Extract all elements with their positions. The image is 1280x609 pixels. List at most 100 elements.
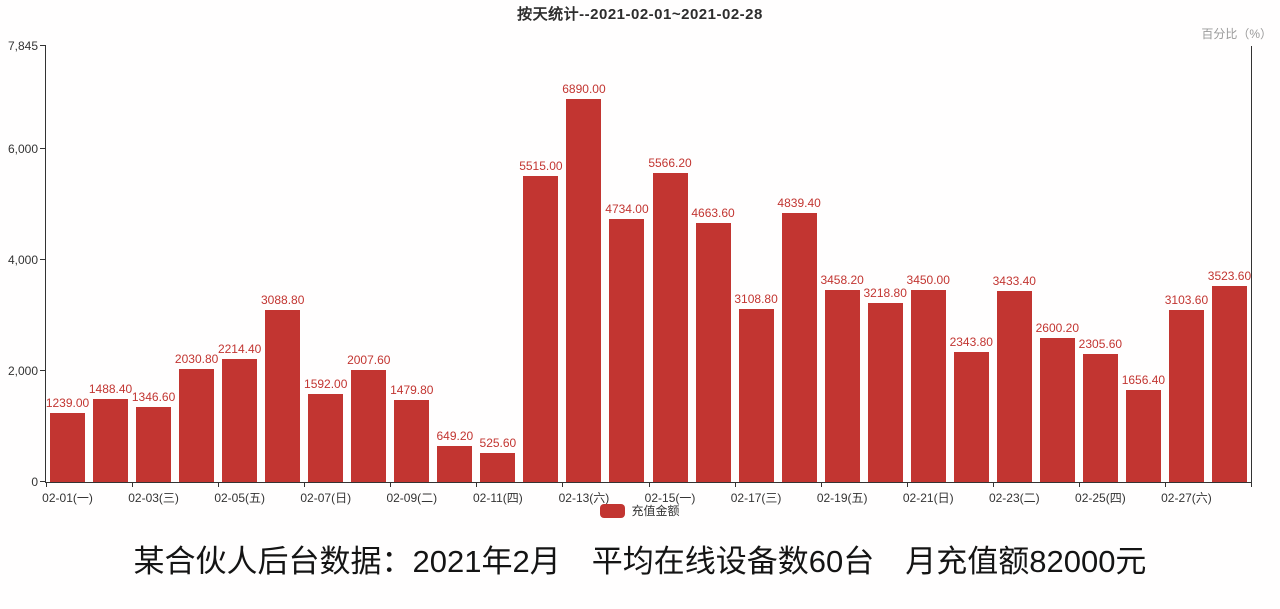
bar[interactable] — [480, 452, 516, 482]
x-axis-tick-mark — [390, 482, 392, 487]
x-axis-tick-mark — [476, 482, 478, 487]
bar[interactable] — [738, 309, 774, 482]
x-axis-tick-label: 02-27(六) — [1161, 491, 1212, 505]
x-axis-tick-label: 02-01(一) — [42, 491, 93, 505]
bar-value-label: 3103.60 — [1164, 292, 1209, 307]
bar[interactable] — [1082, 353, 1118, 482]
legend-item-label[interactable]: 充值金额 — [631, 504, 680, 518]
bar[interactable] — [609, 218, 645, 482]
x-axis-tick-mark — [132, 482, 134, 487]
y-axis-tick-mark — [40, 369, 46, 371]
x-axis-tick-label: 02-07(日) — [300, 491, 352, 505]
y-axis-tick-label: 0 — [31, 475, 38, 489]
bar-value-label: 2214.40 — [217, 341, 262, 356]
bar[interactable] — [308, 393, 344, 482]
chart-title: 按天统计--2021-02-01~2021-02-28 — [517, 6, 763, 23]
bar[interactable] — [50, 413, 86, 482]
bar[interactable] — [1168, 309, 1204, 482]
bar-value-label: 1239.00 — [45, 396, 90, 411]
x-axis-tick-mark — [992, 482, 994, 487]
legend-swatch-icon[interactable] — [600, 503, 626, 518]
bar[interactable] — [179, 369, 215, 482]
x-axis-tick-label: 02-05(五) — [214, 491, 265, 505]
x-axis-tick-label: 02-21(日) — [902, 491, 954, 505]
bar-value-label: 2007.60 — [347, 353, 391, 368]
bar[interactable] — [1039, 337, 1075, 482]
legend: 充值金额 — [0, 502, 1280, 519]
bar-value-label: 3458.20 — [820, 272, 864, 287]
x-axis-tick-mark — [218, 482, 220, 487]
bar-value-label: 1346.60 — [131, 390, 176, 405]
bar[interactable] — [265, 310, 301, 482]
bar-value-label: 3450.00 — [906, 273, 950, 288]
x-axis-tick-label: 02-17(三) — [730, 491, 782, 505]
y-axis-tick-label: 2,000 — [7, 363, 38, 378]
bar[interactable] — [222, 358, 258, 482]
right-axis-label: 百分比（%） — [1201, 27, 1272, 41]
y-axis-tick-label: 4,000 — [7, 252, 38, 267]
bar[interactable] — [910, 290, 946, 482]
x-axis-tick-label: 02-15(一) — [644, 491, 696, 505]
bar[interactable] — [523, 175, 559, 482]
bar-value-label: 5515.00 — [519, 158, 563, 173]
y-axis-tick-label: 6,000 — [7, 141, 38, 156]
bar-value-label: 2600.20 — [1035, 320, 1080, 335]
bar[interactable] — [867, 303, 903, 482]
bar-value-label: 3218.80 — [863, 286, 907, 301]
bar-value-label: 3108.80 — [734, 292, 778, 307]
bar-value-label: 2343.80 — [949, 334, 993, 349]
x-axis-tick-mark — [906, 482, 908, 487]
bar-value-label: 1479.80 — [390, 382, 434, 397]
bar[interactable] — [1125, 389, 1161, 482]
x-axis-tick-label: 02-19(五) — [816, 491, 868, 505]
bar[interactable] — [695, 222, 731, 482]
bar[interactable] — [351, 370, 387, 482]
x-axis-tick-label: 02-03(三) — [128, 491, 179, 505]
bar-value-label: 6890.00 — [562, 82, 606, 97]
plot-area: 0 2,000 4,000 6,000 7,845 1239.00 1488.40 1346… — [8, 40, 1252, 505]
x-axis-tick-label: 02-11(四) — [472, 491, 523, 505]
bar[interactable] — [652, 172, 688, 482]
bar[interactable] — [824, 289, 860, 482]
bar-value-label: 4663.60 — [691, 205, 735, 220]
bar-value-label: 525.60 — [479, 435, 517, 450]
bar-value-label: 5566.20 — [648, 155, 692, 170]
bar-value-label: 4839.40 — [777, 196, 821, 211]
bar-value-label: 1488.40 — [88, 382, 133, 397]
y-axis-tick-mark — [40, 45, 46, 46]
bar[interactable] — [1211, 286, 1247, 482]
x-axis-tick-mark — [820, 482, 822, 487]
bar[interactable] — [953, 351, 989, 482]
y-axis-tick-mark — [40, 258, 46, 260]
x-axis-tick-label: 02-13(六) — [558, 491, 610, 505]
bar-value-label: 2030.80 — [174, 352, 219, 367]
x-axis-tick-mark — [1251, 482, 1252, 487]
bar[interactable] — [437, 445, 473, 482]
x-axis-tick-mark — [46, 482, 47, 487]
bar[interactable] — [394, 399, 430, 482]
bar-value-label: 3433.40 — [992, 274, 1036, 289]
bar[interactable] — [136, 407, 172, 482]
bar-value-label: 1592.00 — [304, 376, 348, 391]
caption-text: 某合伙人后台数据：2021年2月 平均在线设备数60台 月充值额82000元 — [133, 544, 1147, 579]
x-axis-tick-mark — [1164, 482, 1166, 487]
y-axis-tick-label: 7,845 — [7, 39, 38, 53]
x-axis-tick-mark — [562, 482, 564, 487]
bar-value-label: 3523.60 — [1207, 269, 1252, 284]
bar-value-label: 4734.00 — [605, 201, 649, 216]
x-axis-tick-mark — [648, 482, 650, 487]
bar[interactable] — [93, 399, 129, 482]
x-axis-tick-label: 02-25(四) — [1075, 491, 1126, 505]
bar-value-label: 3088.80 — [260, 293, 305, 308]
y-axis-tick-mark — [40, 481, 46, 482]
bar-value-label: 1656.40 — [1121, 372, 1166, 387]
x-axis-tick-label: 02-23(二) — [988, 491, 1040, 505]
x-axis-tick-mark — [304, 482, 306, 487]
bar-value-label: 649.20 — [436, 428, 474, 443]
bar[interactable] — [566, 99, 602, 482]
bar[interactable] — [996, 291, 1032, 482]
y-axis-tick-mark — [40, 147, 46, 149]
bar[interactable] — [781, 213, 817, 482]
x-axis-tick-mark — [1078, 482, 1080, 487]
